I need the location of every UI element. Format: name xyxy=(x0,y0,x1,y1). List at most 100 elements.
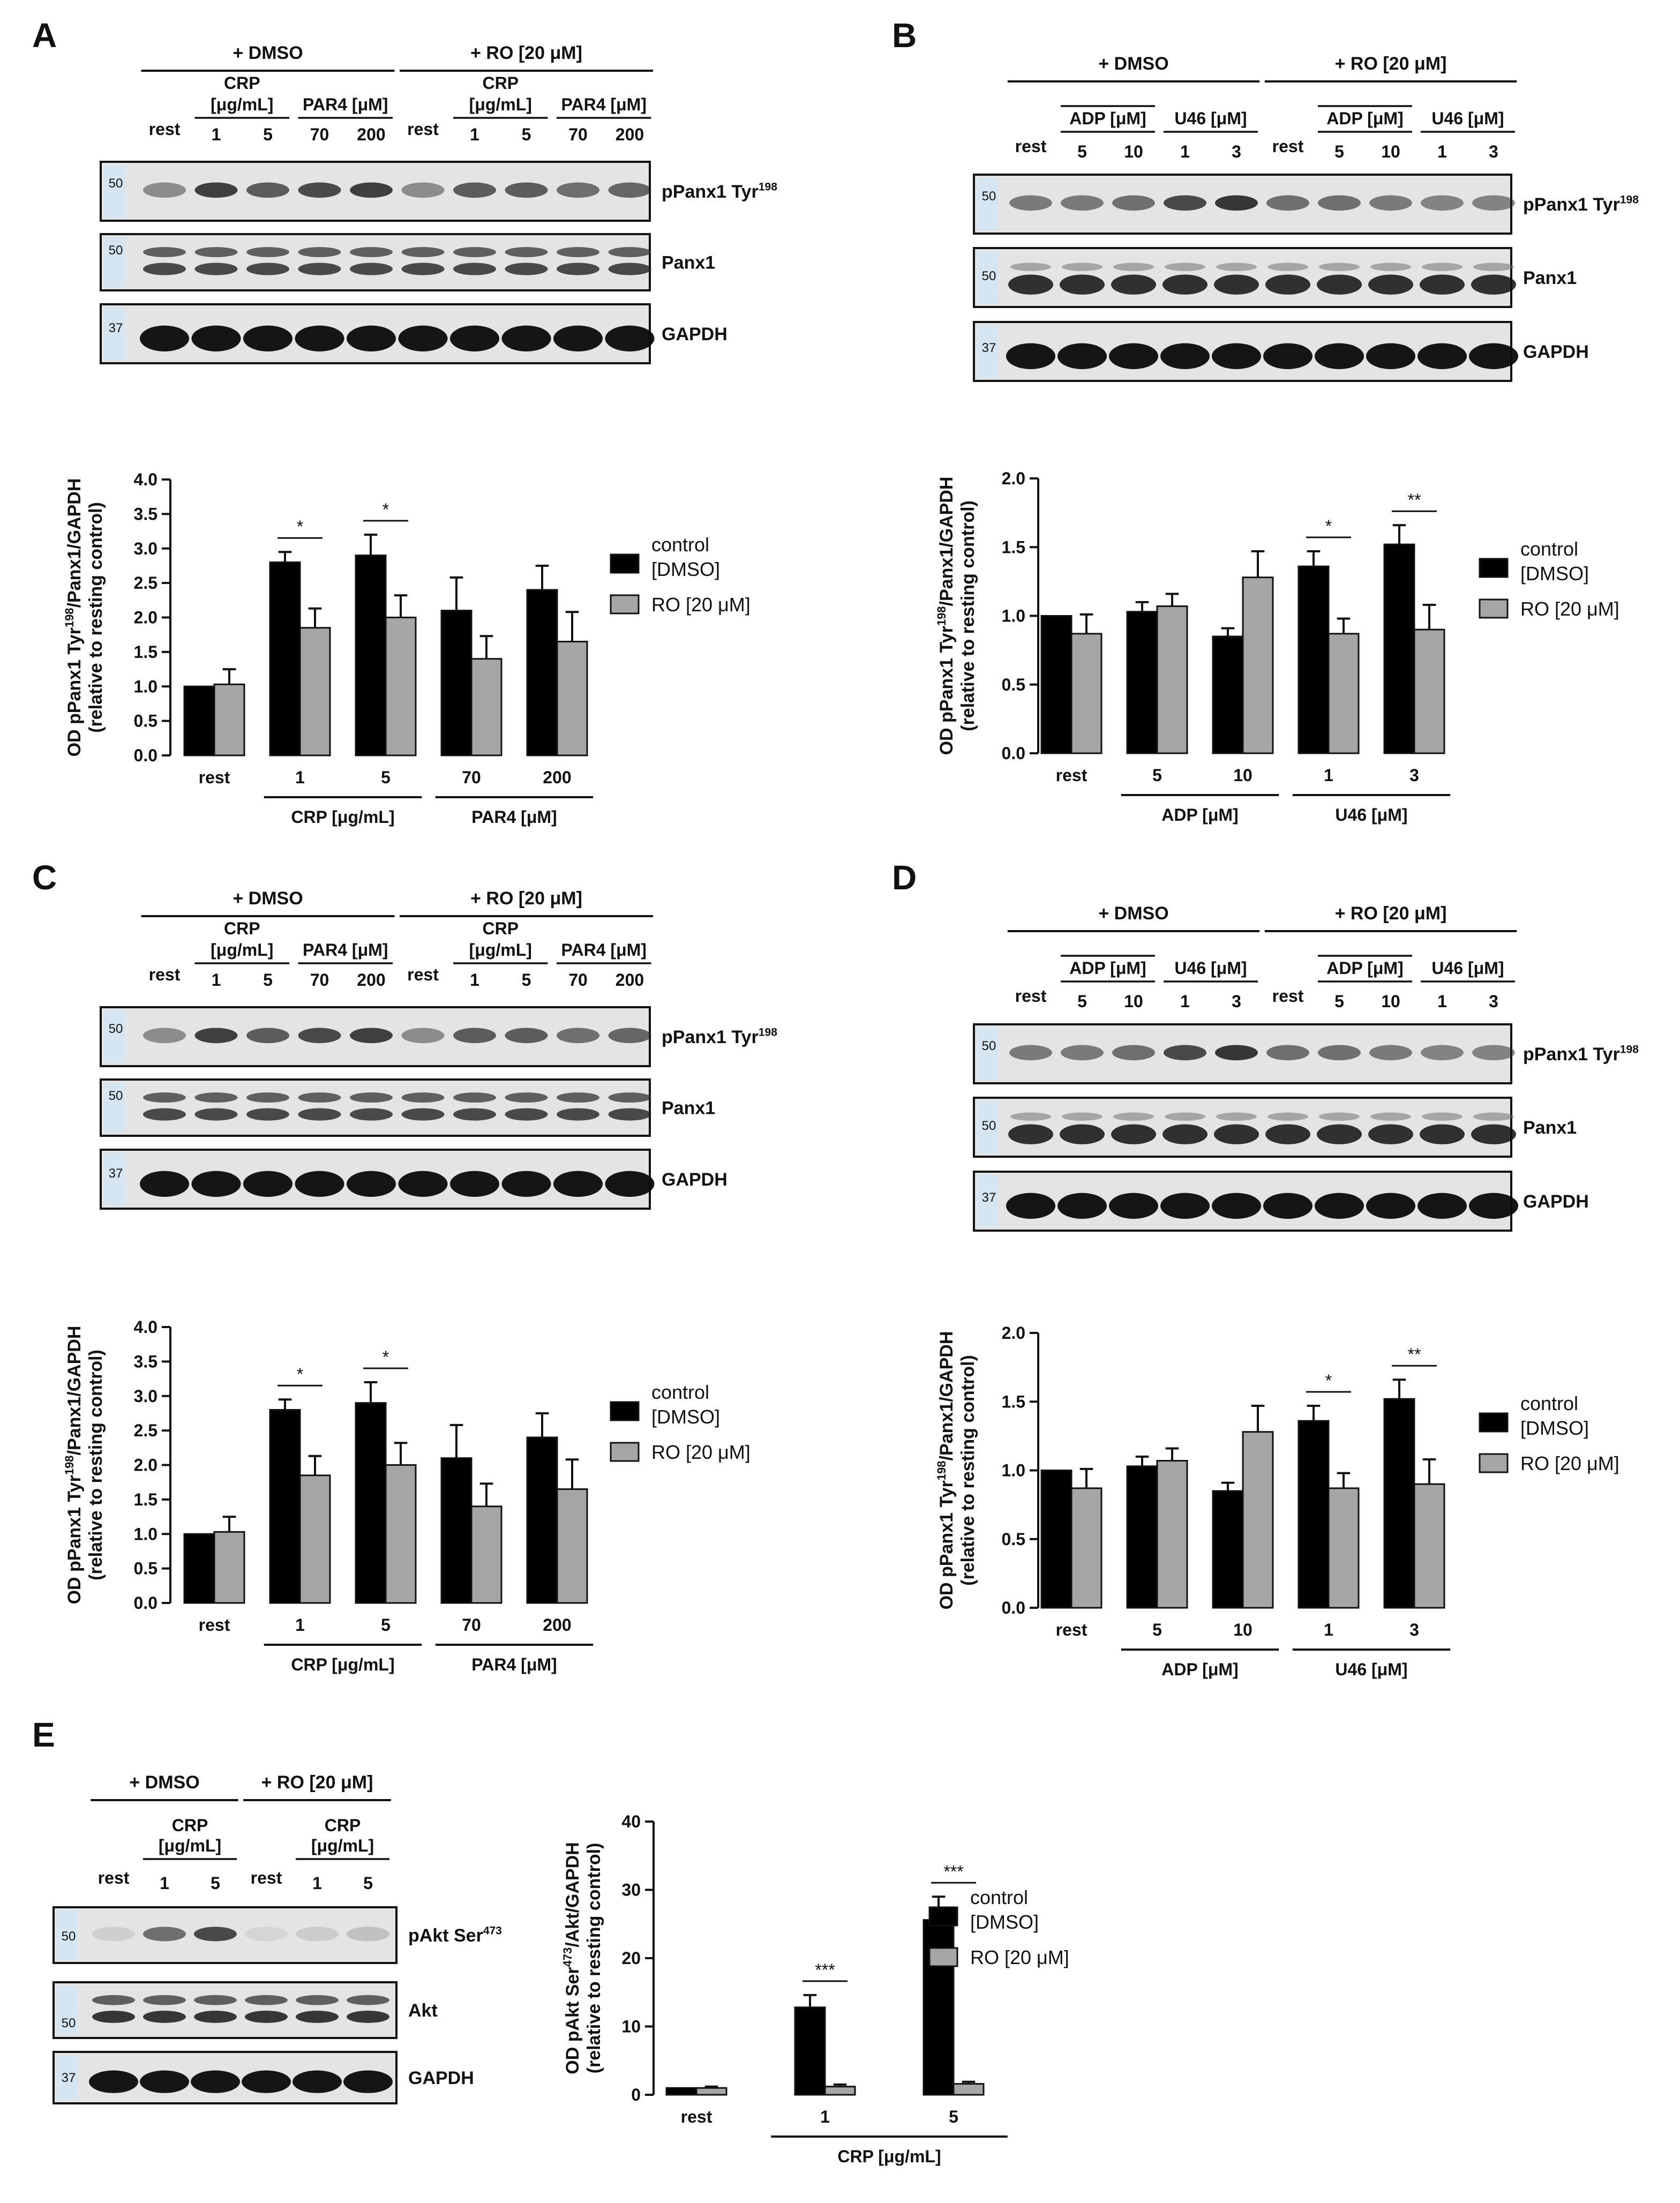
band xyxy=(450,1171,499,1197)
band xyxy=(1162,1124,1208,1144)
treatment-label-dmso: + DMSO xyxy=(129,1772,199,1793)
band xyxy=(1319,1112,1360,1121)
y-axis-title-line2: (relative to resting control) xyxy=(86,1350,106,1580)
y-title-text: /Panx1/GAPDH xyxy=(64,478,85,608)
legend-label-ro: RO [20 μM] xyxy=(1520,1452,1619,1474)
blot-panel-B: + DMSO + RO [20 μM] ADP [μM] U46 [μM] ADP [μ… xyxy=(973,54,1639,382)
mw-marker: 37 xyxy=(982,1190,996,1205)
band xyxy=(1471,1124,1516,1144)
blot-panel-D: + DMSO + RO [20 μM] ADP [μM] U46 [μM] ADP [μ… xyxy=(973,903,1639,1232)
band xyxy=(298,247,341,258)
group-label-crp-unit: [μg/mL] xyxy=(469,940,532,960)
significance-marker: *** xyxy=(815,1960,835,1980)
legend-swatch-control xyxy=(1479,1412,1509,1433)
legend-label-control-sub: [DMSO] xyxy=(1520,1417,1589,1439)
panel-letter: C xyxy=(32,858,57,897)
band xyxy=(143,263,186,275)
treatment-label-dmso: + DMSO xyxy=(1098,903,1168,924)
band xyxy=(505,263,548,275)
band xyxy=(298,182,341,198)
x-tick-label: 5 xyxy=(949,2107,958,2126)
band xyxy=(296,1927,339,1942)
lane-label: rest xyxy=(98,1868,130,1887)
lane-label: 1 xyxy=(212,970,221,990)
treatment-label-dmso: + DMSO xyxy=(232,888,303,909)
band xyxy=(401,182,445,198)
group-label-crp-unit: [μg/mL] xyxy=(311,1836,374,1855)
y-axis-title-line2: (relative to resting control) xyxy=(584,1843,604,2074)
band xyxy=(1422,1112,1462,1121)
band xyxy=(343,2070,393,2093)
lane-label: 3 xyxy=(1489,142,1498,161)
band xyxy=(143,1995,186,2005)
band xyxy=(350,263,393,275)
band xyxy=(245,2011,288,2023)
y-axis-title-line1: OD pPanx1 Tyr198/Panx1/GAPDH xyxy=(935,1331,957,1610)
band-label-text: GAPDH xyxy=(1523,342,1589,362)
ladder-marker xyxy=(977,325,999,378)
band-label-text: GAPDH xyxy=(1523,1192,1589,1212)
bar-ro xyxy=(385,1464,417,1604)
band xyxy=(1216,263,1257,271)
y-tick-label: 2.0 xyxy=(1002,469,1025,488)
band xyxy=(505,1092,548,1103)
band xyxy=(608,263,651,275)
group-label-crp-unit: [μg/mL] xyxy=(211,940,273,960)
bar-ro xyxy=(1070,633,1102,754)
bar-ro xyxy=(1156,1460,1188,1609)
mw-marker: 37 xyxy=(109,321,123,335)
group-label-u46: U46 [μM] xyxy=(1431,958,1504,978)
band xyxy=(1366,343,1415,369)
band xyxy=(1061,195,1104,211)
band xyxy=(191,1171,241,1197)
x-tick-label: rest xyxy=(1056,766,1088,785)
band-label-text: pPanx1 Tyr xyxy=(1523,194,1620,215)
band xyxy=(298,1108,341,1121)
bar-control xyxy=(355,1402,387,1604)
mw-marker: 50 xyxy=(982,1039,996,1053)
band xyxy=(246,182,289,198)
legend-swatch-control xyxy=(610,1401,640,1421)
lane-label: rest xyxy=(1015,137,1047,156)
significance-marker: * xyxy=(382,1347,389,1367)
band xyxy=(143,247,186,258)
ladder-marker xyxy=(104,1153,125,1205)
group-label-u46: U46 [μM] xyxy=(1174,109,1247,128)
bar-ro xyxy=(695,2087,728,2096)
y-tick-label: 0.0 xyxy=(134,1593,158,1613)
band xyxy=(557,247,599,258)
band xyxy=(453,182,496,198)
y-axis-title-line2: (relative to resting control) xyxy=(958,1355,978,1586)
legend-swatch-control xyxy=(1479,558,1509,578)
legend-label-ro: RO [20 μM] xyxy=(970,1946,1069,1968)
lane-label: 3 xyxy=(1232,992,1241,1011)
significance-marker: ** xyxy=(1408,1345,1421,1364)
group-axis-label: CRP [μg/mL] xyxy=(291,807,394,827)
bar-ro xyxy=(1242,576,1274,754)
band xyxy=(1263,343,1312,369)
group-label-par4: PAR4 [μM] xyxy=(561,940,647,960)
x-tick-label: rest xyxy=(681,2107,712,2126)
band-label-superscript: 198 xyxy=(759,181,777,193)
band xyxy=(143,1927,186,1942)
legend-swatch-ro xyxy=(928,1947,958,1967)
band-label-text: GAPDH xyxy=(662,1170,728,1190)
band xyxy=(143,1028,186,1044)
y-tick-label: 20 xyxy=(621,1949,641,1968)
lane-label: 200 xyxy=(616,970,644,990)
y-tick-label: 1.0 xyxy=(134,1524,158,1543)
band xyxy=(1420,274,1465,295)
blot-strip-2 xyxy=(973,321,1518,382)
x-tick-label: 10 xyxy=(1233,766,1252,785)
x-tick-label: 5 xyxy=(381,768,391,787)
ladder-marker xyxy=(977,251,999,304)
group-axis-label: ADP [μM] xyxy=(1161,1660,1238,1679)
bar-control xyxy=(269,561,301,756)
band xyxy=(1164,195,1206,211)
band xyxy=(295,325,344,351)
band xyxy=(143,1108,186,1121)
lane-label: 5 xyxy=(522,970,531,990)
band xyxy=(605,325,655,351)
y-tick-label: 3.0 xyxy=(134,1387,158,1406)
lane-label: 1 xyxy=(1437,992,1447,1011)
